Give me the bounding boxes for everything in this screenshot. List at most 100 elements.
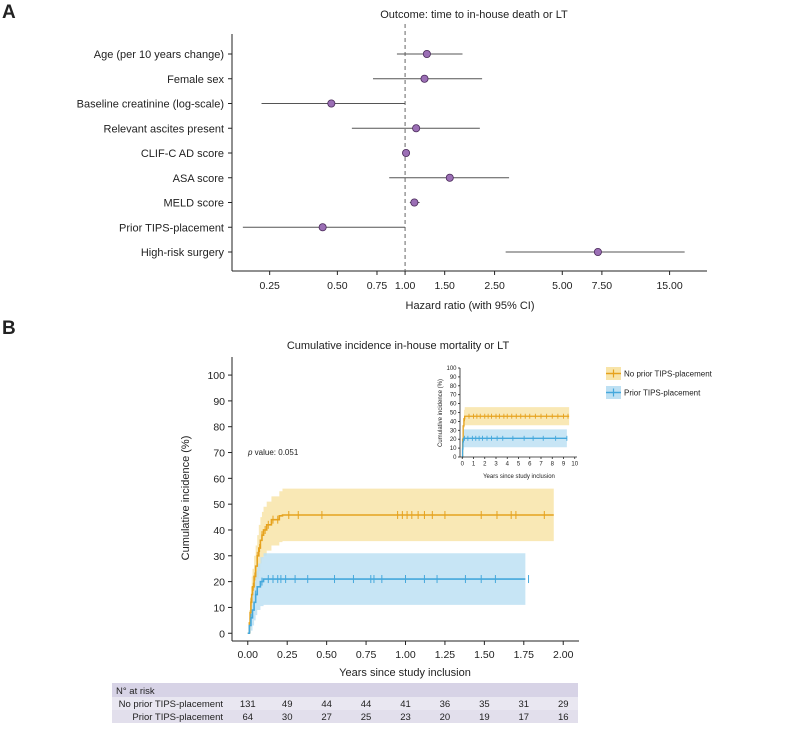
forest-row-label: Relevant ascites present [104,123,224,135]
km-x-tick-label: 0.50 [316,649,337,661]
inset-y-tick-label: 80 [450,384,457,390]
inset-y-tick-label: 50 [450,411,457,417]
inset-ci-band-no-tips [462,407,570,457]
inset-y-tick-label: 0 [453,455,457,461]
risk-table-cell: 17 [519,712,530,723]
inset-y-tick-label: 40 [450,419,457,425]
km-x-label: Years since study inclusion [339,667,471,679]
risk-row-label-prior-tips: Prior TIPS-placement [132,712,223,723]
risk-table-cell: 49 [282,699,293,710]
km-y-tick-label: 50 [213,499,225,511]
km-x-tick-label: 1.75 [514,649,535,661]
forest-x-tick-label: 15.00 [656,280,682,292]
km-plot: 0.00 0.25 0.50 0.75 1.00 1.25 1.50 1.75 2.000102… [207,357,579,661]
km-curve-prior-tips [247,578,526,635]
risk-table-cell: 25 [361,712,372,723]
inset-x-tick-label: 9 [562,462,566,468]
forest-row-label: Baseline creatinine (log-scale) [77,99,224,111]
inset-y-tick-label: 30 [450,428,457,434]
panel-a-letter: A [2,2,16,23]
forest-point [327,99,336,108]
forest-point [593,247,602,256]
km-x-tick-label: 1.00 [395,649,416,661]
forest-point [412,124,421,133]
legend-label-no-tips: No prior TIPS-placement [624,370,713,379]
km-y-label: Cumulative incidence (%) [180,436,192,561]
forest-point [318,223,327,232]
km-y-tick-label: 10 [213,602,225,614]
km-ci-band-prior-tips [247,553,526,634]
km-y-tick-label: 70 [213,448,225,460]
forest-point [422,50,431,59]
km-y-tick-label: 40 [213,525,225,537]
inset-curve-prior-tips [461,437,567,458]
forest-point [410,198,419,207]
risk-table-cell: 16 [558,712,569,723]
km-y-tick-label: 90 [213,396,225,408]
inset-y-tick-label: 20 [450,437,457,443]
km-x-tick-label: 2.00 [553,649,574,661]
forest-x-tick-label: 0.50 [327,280,348,292]
risk-table-cell: 64 [242,712,253,723]
inset-x-tick-label: 2 [483,462,487,468]
inset-x-tick-label: 6 [528,462,532,468]
risk-table-cell: 35 [479,699,490,710]
km-y-tick-label: 20 [213,577,225,589]
forest-x-tick-label: 1.00 [395,280,416,292]
inset-x-tick-label: 10 [571,462,578,468]
risk-table-row1-bg [112,697,578,710]
p-letter: p [247,448,253,457]
risk-row-label-no-tips: No prior TIPS-placement [119,699,224,710]
risk-table-cell: 27 [321,712,332,723]
risk-table-cell: 19 [479,712,490,723]
forest-row-label: Age (per 10 years change) [94,49,224,61]
inset-y-tick-label: 70 [450,393,457,399]
inset-y-tick-label: 100 [446,366,457,372]
forest-row-label: CLIF-C AD score [141,148,224,160]
risk-table-header-bg [112,683,578,697]
risk-table-cell: 23 [400,712,411,723]
forest-point [402,148,411,157]
inset-y-label: Cumulative incidence (%) [438,379,444,447]
risk-table-cell: 44 [321,699,332,710]
risk-table-cell: 44 [361,699,372,710]
forest-point [445,173,454,182]
inset-ci-band-prior-tips [462,429,567,457]
forest-x-label: Hazard ratio (with 95% CI) [406,300,535,312]
km-x-tick-label: 0.00 [238,649,259,661]
km-y-tick-label: 100 [207,370,225,382]
inset-x-tick-label: 4 [506,462,510,468]
forest-point [420,74,429,83]
inset-y-tick-label: 10 [450,446,457,452]
forest-title: Outcome: time to in-house death or LT [380,9,568,21]
forest-row-label: Prior TIPS-placement [119,222,224,234]
inset-x-tick-label: 1 [472,462,476,468]
risk-table-cell: 31 [519,699,530,710]
forest-row-label: High-risk surgery [141,247,225,259]
risk-table-cell: 29 [558,699,569,710]
p-value-text: value: 0.051 [252,448,298,457]
risk-table-cell: 30 [282,712,293,723]
km-y-tick-label: 0 [219,628,225,640]
inset-y-tick-label: 60 [450,402,457,408]
inset-y-tick-label: 90 [450,375,457,381]
km-y-tick-label: 60 [213,473,225,485]
forest-plot: 0.25 0.50 0.75 1.00 1.50 2.50 5.00 7.50 15.00 Age… [77,24,707,292]
km-x-tick-label: 1.25 [435,649,456,661]
forest-x-tick-label: 1.50 [434,280,455,292]
inset-x-tick-label: 3 [494,462,498,468]
km-x-tick-label: 1.50 [474,649,495,661]
forest-x-tick-label: 2.50 [484,280,505,292]
forest-x-tick-label: 5.00 [552,280,573,292]
risk-table-title: N° at risk [116,686,155,697]
legend-label-prior-tips: Prior TIPS-placement [624,389,701,398]
forest-row-label: ASA score [173,173,224,185]
forest-row-label: MELD score [163,198,224,210]
forest-x-tick-label: 7.50 [592,280,613,292]
risk-table-cell: 36 [440,699,451,710]
km-ci-band-no-tips [247,488,554,634]
legend: No prior TIPS-placement Prior TIPS-place… [606,367,713,399]
km-title: Cumulative incidence in-house mortality … [287,340,510,352]
